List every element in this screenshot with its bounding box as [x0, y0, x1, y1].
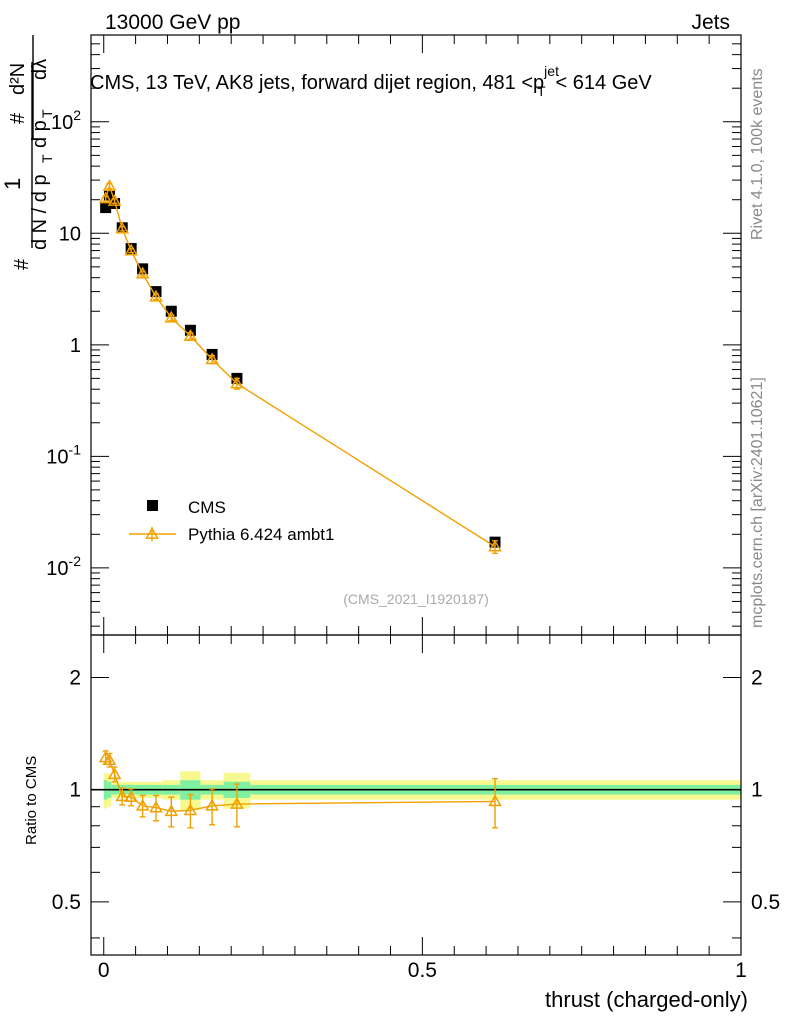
cms-data-point — [103, 189, 115, 201]
ratio-y-axis-label: Ratio to CMS — [23, 756, 40, 845]
main-y-tick-label: 10-2 — [46, 553, 81, 580]
legend-mc-label: Pythia 6.424 ambt1 — [188, 525, 334, 544]
svg-text:T: T — [39, 109, 55, 118]
ratio-mc-point — [135, 798, 150, 811]
main-y-axis-label: # 1 d N / d p T # d²N d p T dλ — [0, 35, 55, 270]
chart-title: CMS, 13 TeV, AK8 jets, forward dijet reg… — [90, 63, 652, 99]
main-y-ticks: 10-2 10-1 1 10 102 — [46, 34, 741, 627]
mc-line — [104, 183, 496, 548]
category-label: Jets — [691, 11, 730, 34]
ratio-y-tick-label: 0.5 — [52, 891, 81, 914]
ratio-y-tick-label-right: 2 — [751, 666, 763, 689]
svg-text:d N / d p: d N / d p — [29, 174, 51, 250]
mc-point — [149, 289, 163, 302]
main-y-tick-label: 102 — [51, 107, 81, 134]
ratio-mc-point — [115, 789, 130, 802]
x-tick-label: 0 — [98, 959, 110, 982]
mc-point — [102, 179, 117, 191]
x-axis-label: thrust (charged-only) — [545, 987, 748, 1012]
main-y-tick-label: 1 — [70, 335, 81, 357]
legend-cms-label: CMS — [188, 498, 226, 517]
ratio-mc-point — [149, 800, 163, 813]
mc-point — [230, 376, 244, 389]
mc-point — [205, 352, 219, 365]
mc-point — [98, 191, 113, 204]
svg-text:#: # — [11, 258, 33, 270]
ratio-mc-point — [205, 798, 219, 811]
main-plot-marks — [98, 179, 502, 555]
legend: CMS Pythia 6.424 ambt1 — [129, 498, 334, 544]
mc-point — [183, 328, 198, 341]
mc-point — [124, 243, 138, 256]
ratio-mc-point — [124, 790, 138, 802]
svg-text:d p: d p — [29, 120, 51, 148]
mc-point — [164, 310, 179, 323]
energy-label: 13000 GeV pp — [105, 11, 240, 34]
ratio-plot-frame — [90, 634, 742, 956]
svg-text:1: 1 — [0, 178, 25, 190]
main-y-tick-label: 10 — [59, 223, 81, 245]
main-y-tick-label: 10-1 — [46, 441, 81, 468]
cms-data-point — [100, 202, 112, 214]
mc-point — [107, 193, 122, 206]
ratio-mc-line — [105, 756, 496, 812]
rivet-version-label: Rivet 4.1.0, 100k events — [749, 68, 766, 240]
ratio-y-tick-label: 1 — [69, 779, 81, 802]
ratio-y-tick-label: 2 — [69, 666, 81, 689]
analysis-id: (CMS_2021_I1920187) — [343, 591, 489, 607]
mc-point — [115, 221, 130, 234]
mc-point — [135, 266, 150, 279]
ratio-mc-point — [102, 753, 117, 766]
ratio-frame-rect — [90, 634, 742, 956]
ratio-y-tick-label-right: 1 — [751, 779, 763, 802]
svg-text:#: # — [7, 112, 29, 124]
ratio-mc-point — [488, 794, 502, 807]
ratio-y-ticks: 0.5 0.5 1 1 2 2 — [52, 666, 780, 939]
legend-mc-marker — [145, 526, 159, 539]
ratio-uncertainty-bands — [103, 771, 741, 811]
mc-point — [488, 539, 502, 552]
mcplots-site-label: mcplots.cern.ch [arXiv:2401.10621] — [749, 377, 766, 628]
svg-text:T: T — [39, 154, 55, 163]
ratio-mc-point — [230, 797, 244, 809]
ratio-plot-marks — [91, 750, 741, 829]
ratio-mc-point — [107, 767, 122, 780]
legend-cms-marker — [147, 500, 158, 511]
ratio-mc-point — [183, 803, 198, 816]
x-tick-label: 1 — [735, 959, 747, 982]
x-tick-label: 0.5 — [408, 959, 437, 982]
svg-text:dλ: dλ — [29, 59, 51, 80]
svg-text:d²N: d²N — [7, 63, 29, 95]
ratio-y-tick-label-right: 0.5 — [751, 891, 780, 914]
x-axis-ticks: 0 0.5 1 — [98, 35, 747, 982]
ratio-mc-point — [164, 804, 179, 817]
